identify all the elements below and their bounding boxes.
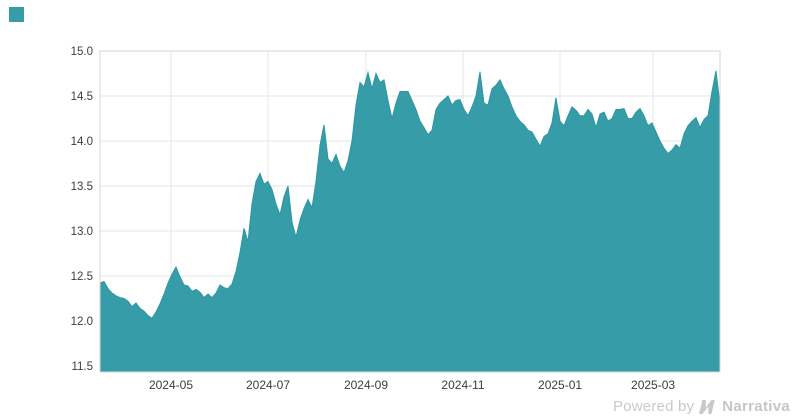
area-series: [99, 70, 721, 373]
y-tick-label: 12.5: [71, 271, 93, 283]
y-tick-label: 14.0: [71, 136, 93, 148]
y-tick-label: 11.5: [71, 361, 93, 373]
y-tick-label: 15.0: [71, 46, 93, 58]
attribution: Powered by Narrativa: [613, 398, 790, 415]
y-tick-label: 12.0: [71, 316, 93, 328]
powered-by-text: Powered by: [613, 398, 695, 415]
plot-border: [99, 50, 721, 373]
y-tick-label: 13.5: [71, 181, 93, 193]
x-tick-label: 2024-07: [246, 378, 290, 392]
x-tick-label: 2025-03: [631, 378, 675, 392]
brand-name: Narrativa: [722, 398, 790, 415]
y-tick-label: 14.5: [71, 91, 93, 103]
x-tick-label: 2024-09: [344, 378, 388, 392]
x-tick-label: 2024-11: [441, 378, 484, 392]
brand-mark-square: [9, 7, 24, 22]
y-tick-label: 13.0: [71, 226, 93, 238]
x-tick-label: 2025-01: [538, 378, 582, 392]
x-tick-label: 2024-05: [149, 378, 193, 392]
narrativa-logo-icon: [699, 399, 716, 414]
